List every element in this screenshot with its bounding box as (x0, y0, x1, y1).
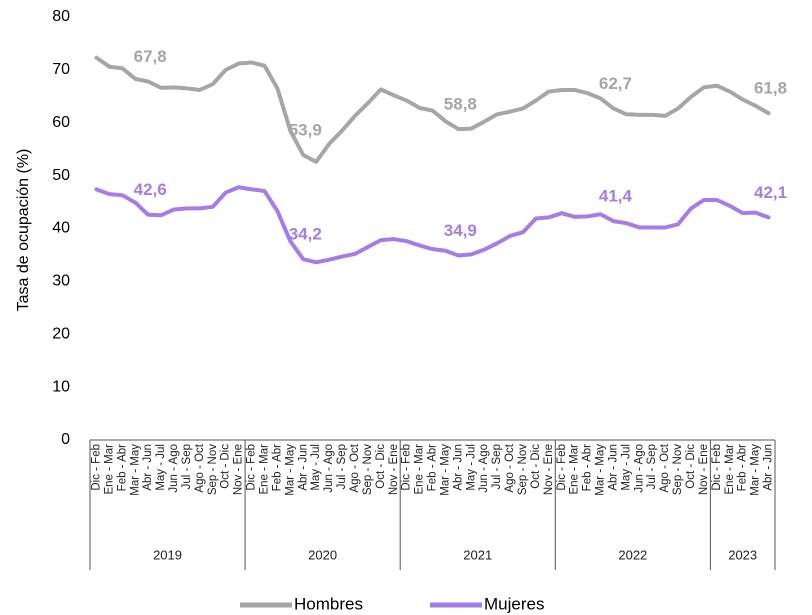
x-tick-label: May - Jul (465, 444, 477, 491)
y-tick-label: 60 (52, 114, 70, 131)
data-label: 34,9 (444, 221, 477, 240)
x-group-label: 2019 (153, 547, 182, 562)
x-tick-label: May - Jul (155, 444, 167, 491)
x-tick-label: Feb - Abr (427, 444, 439, 491)
x-tick-label: Dic - Feb (711, 444, 723, 491)
x-tick-label: Jul - Sep (491, 444, 503, 489)
data-label: 34,2 (289, 225, 322, 244)
y-tick-label: 20 (52, 325, 70, 342)
y-tick-label: 50 (52, 167, 70, 184)
y-tick-label: 30 (52, 273, 70, 290)
y-tick-label: 10 (52, 378, 70, 395)
x-tick-label: Jul - Sep (646, 444, 658, 489)
x-tick-label: Oct - Dic (685, 444, 697, 489)
y-tick-label: 70 (52, 61, 70, 78)
data-label: 62,7 (599, 74, 632, 93)
x-tick-label: Sep - Nov (672, 444, 684, 495)
x-tick-label: Sep - Nov (517, 444, 529, 495)
x-tick-label: Ago - Oct (504, 443, 516, 492)
x-group-label: 2020 (308, 547, 337, 562)
y-tick-label: 80 (52, 8, 70, 25)
data-label: 41,4 (599, 187, 633, 206)
x-tick-label: Feb - Abr (582, 444, 594, 491)
data-label: 42,1 (754, 183, 787, 202)
x-tick-label: Mar - May (284, 444, 296, 496)
x-tick-label: Nov - Ene (233, 444, 245, 495)
x-tick-label: Oct - Dic (220, 444, 232, 489)
data-label: 67,8 (134, 47, 167, 66)
x-tick-label: Abr - Jun (607, 444, 619, 491)
x-tick-label: Sep - Nov (207, 444, 219, 495)
x-tick-label: Ene - Mar (103, 444, 115, 495)
x-tick-label: Dic - Feb (90, 444, 102, 491)
x-tick-label: Nov - Ene (698, 444, 710, 495)
x-tick-label: Dic - Feb (401, 444, 413, 491)
y-axis-label: Tasa de ocupación (%) (15, 149, 32, 312)
x-tick-label: Oct - Dic (375, 444, 387, 489)
series-line (94, 185, 771, 265)
x-tick-label: Ene - Mar (259, 444, 271, 495)
x-tick-label: Jun - Ago (323, 444, 335, 493)
x-tick-label: May - Jul (620, 444, 632, 491)
x-group-label: 2022 (618, 547, 647, 562)
x-tick-label: Nov - Ene (388, 444, 400, 495)
x-tick-label: Feb - Abr (116, 444, 128, 491)
legend-label: Hombres (294, 594, 363, 613)
x-tick-label: Oct - Dic (530, 444, 542, 489)
x-tick-label: Feb - Abr (271, 444, 283, 491)
x-tick-label: Ene - Mar (569, 444, 581, 495)
x-tick-label: Ago - Oct (349, 443, 361, 492)
x-tick-label: Feb - Abr (737, 444, 749, 491)
data-label: 42,6 (134, 180, 167, 199)
data-label: 53,9 (289, 120, 322, 139)
x-tick-label: Nov - Ene (543, 444, 555, 495)
y-tick-label: 40 (52, 220, 70, 237)
x-tick-label: Mar - May (750, 444, 762, 496)
x-tick-label: Mar - May (595, 444, 607, 496)
x-tick-label: Mar - May (129, 444, 141, 496)
x-group-label: 2023 (728, 547, 757, 562)
series-line (94, 55, 771, 164)
x-tick-label: Ago - Oct (194, 443, 206, 492)
legend-label: Mujeres (484, 594, 544, 613)
x-tick-label: Ago - Oct (659, 443, 671, 492)
x-tick-label: Dic - Feb (246, 444, 258, 491)
data-label: 58,8 (444, 95, 477, 114)
x-tick-label: Abr - Jun (452, 444, 464, 491)
x-group-label: 2021 (463, 547, 492, 562)
data-label: 61,8 (754, 79, 787, 98)
x-tick-label: Ene - Mar (724, 444, 736, 495)
x-tick-label: Jun - Ago (168, 444, 180, 493)
x-tick-label: Abr - Jun (297, 444, 309, 491)
x-tick-label: Sep - Nov (362, 444, 374, 495)
x-tick-label: Ene - Mar (414, 444, 426, 495)
x-tick-label: Mar - May (439, 444, 451, 496)
x-tick-label: Jun - Ago (633, 444, 645, 493)
x-tick-label: Abr - Jun (142, 444, 154, 491)
x-tick-label: Jul - Sep (181, 444, 193, 489)
x-tick-label: Jul - Sep (336, 444, 348, 489)
x-tick-label: Abr - Jun (763, 444, 775, 491)
x-tick-label: May - Jul (310, 444, 322, 491)
x-tick-label: Dic - Feb (556, 444, 568, 491)
y-tick-label: 0 (61, 431, 70, 448)
x-tick-label: Jun - Ago (478, 444, 490, 493)
